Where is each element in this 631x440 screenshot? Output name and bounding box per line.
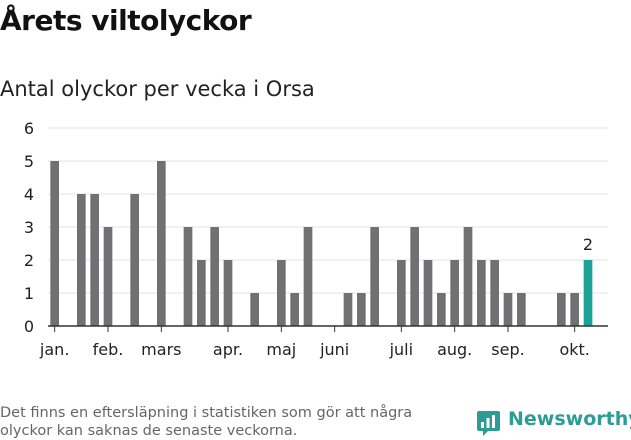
bar [397, 260, 406, 326]
data-label: 2 [583, 235, 593, 254]
bar [250, 293, 259, 326]
bar-chart: 0 1 2 3 4 5 6 jan. feb. mars apr. maj juni juli aug. s… [24, 119, 608, 359]
bar-highlight [583, 260, 593, 326]
bar [557, 293, 566, 326]
bar [423, 260, 433, 326]
bar [370, 227, 379, 326]
bar [77, 194, 86, 326]
bar [570, 293, 579, 326]
bar [410, 227, 419, 326]
x-tick-label: juli [389, 340, 413, 359]
footnote: Det finns en eftersläpning i statistiken… [0, 405, 413, 439]
bar [343, 293, 353, 326]
y-tick-label: 5 [24, 152, 34, 171]
bar [517, 293, 526, 326]
bar [437, 293, 446, 326]
bar [357, 293, 366, 326]
y-tick-label: 1 [24, 284, 34, 303]
x-axis: jan. feb. mars apr. maj juni juli aug. sep. okt. [39, 325, 608, 359]
bar [157, 161, 166, 326]
y-tick-label: 3 [24, 218, 34, 237]
bar [103, 227, 113, 326]
x-tick-label: mars [141, 340, 181, 359]
bar [477, 260, 486, 326]
bar [130, 194, 139, 326]
page-title: Årets viltolyckor [0, 4, 252, 37]
y-axis-ticks: 0 1 2 3 4 5 6 [24, 119, 34, 336]
chart-subtitle: Antal olyckor per vecka i Orsa [0, 77, 315, 101]
bar [290, 293, 299, 326]
newsworthy-chart-icon [477, 411, 500, 436]
x-tick-label: jan. [39, 340, 69, 359]
bars [50, 161, 593, 326]
x-tick-label: sep. [491, 340, 524, 359]
data-labels: 2 [583, 235, 593, 254]
x-tick-label: aug. [437, 340, 472, 359]
bar [450, 260, 459, 326]
bar [50, 161, 59, 326]
x-tick-label: maj [266, 340, 296, 359]
grid-lines [48, 127, 608, 294]
brand-name: Newsworthy [508, 408, 631, 430]
bar [490, 260, 499, 326]
y-tick-label: 0 [24, 317, 34, 336]
x-tick-label: apr. [213, 340, 243, 359]
x-tick-label: juni [319, 340, 349, 359]
y-tick-label: 6 [24, 119, 34, 138]
bar [90, 194, 99, 326]
bar [503, 293, 513, 326]
x-tick-label: okt. [559, 340, 589, 359]
brand-logo[interactable]: Newsworthy [476, 408, 631, 438]
x-tick-label: feb. [93, 340, 124, 359]
bar [277, 260, 286, 326]
bar [223, 260, 233, 326]
bar [183, 227, 193, 326]
y-tick-label: 2 [24, 251, 34, 270]
bar [210, 227, 219, 326]
y-tick-label: 4 [24, 185, 34, 204]
bar [197, 260, 206, 326]
bar [303, 227, 313, 326]
bar [463, 227, 473, 326]
